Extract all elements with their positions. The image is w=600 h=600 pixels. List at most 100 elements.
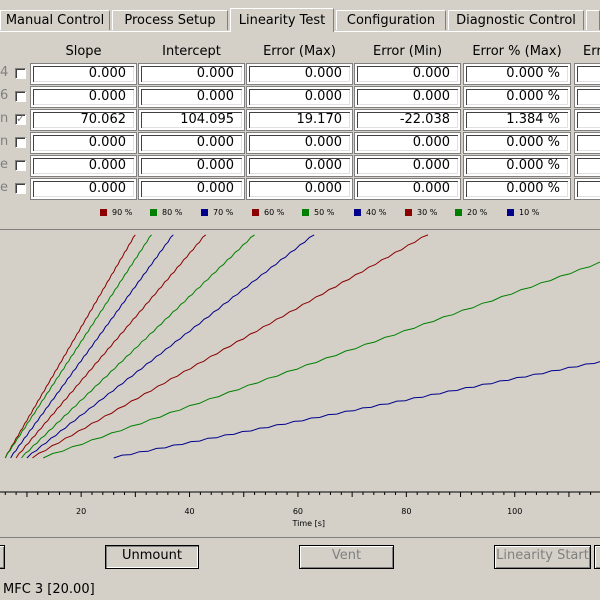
legend-swatch [252,209,259,216]
cell-intercept[interactable]: 0.000 [139,64,244,84]
cell-slope[interactable]: 0.000 [31,179,136,199]
cell-intercept[interactable]: 0.000 [139,179,244,199]
row-checkbox[interactable] [15,91,26,102]
cell-error-pct-min[interactable] [575,64,600,84]
legend-label: 20 % [467,208,488,217]
legend-label: 90 % [112,208,133,217]
x-tick-label: 80 [401,507,411,516]
cell-error-max[interactable]: 0.000 [247,87,352,107]
row-label: 4 [0,65,8,80]
cell-error-pct-max[interactable]: 0.000 % [464,64,570,84]
legend-swatch [354,209,361,216]
cell-error-max[interactable]: 0.000 [247,64,352,84]
row-label: e [0,157,8,172]
cell-error-min[interactable]: 0.000 [355,133,460,153]
vent-button[interactable]: Vent [299,545,394,569]
tab-linearity-test[interactable]: Linearity Test [230,8,334,32]
row-checkbox[interactable] [15,68,26,79]
cell-error-pct-min[interactable] [575,110,600,130]
cell-slope[interactable]: 0.000 [31,64,136,84]
cell-error-pct-min[interactable] [575,179,600,199]
legend-label: 80 % [162,208,183,217]
series-line [42,261,600,459]
row-checkbox[interactable] [15,183,26,194]
header-error-pct-min: Erro [583,44,600,59]
legend-label: 10 % [519,208,540,217]
linearity-start-button[interactable]: Linearity Start [494,545,591,569]
row-label: 6 [0,88,8,103]
series-line [26,234,315,459]
cell-error-max[interactable]: 0.000 [247,179,352,199]
legend-swatch [405,209,412,216]
legend-item: 70 % [201,208,233,218]
row-checkbox[interactable] [15,160,26,171]
chart-svg: 20 40 60 80 100 Time [s] [0,234,600,528]
cell-error-max[interactable]: 0.000 [247,133,352,153]
cell-intercept[interactable]: 104.095 [139,110,244,130]
cell-slope[interactable]: 70.062 [31,110,136,130]
series-line [32,234,429,459]
cell-error-min[interactable]: 0.000 [355,64,460,84]
cell-error-pct-max[interactable]: 0.000 % [464,87,570,107]
x-axis-label: Time [s] [292,519,326,528]
legend-label: 60 % [264,208,285,217]
cell-error-max[interactable]: 19.170 [247,110,352,130]
legend-label: 30 % [417,208,438,217]
legend-swatch [150,209,157,216]
chart-legend: 90 % 80 % 70 % 60 % 50 % 40 % 30 % 20 % 10 % [0,208,600,220]
legend-label: 70 % [213,208,234,217]
cell-error-min[interactable]: 0.000 [355,179,460,199]
legend-swatch [302,209,309,216]
series-line [21,234,255,459]
cell-error-pct-max[interactable]: 1.384 % [464,110,570,130]
tab-overflow[interactable] [586,10,600,30]
row-label: n [0,134,8,149]
row-label: e [0,180,8,195]
button-separator [0,537,600,538]
row-checkbox[interactable] [15,112,26,125]
cell-slope[interactable]: 0.000 [31,87,136,107]
linearity-chart: 20 40 60 80 100 Time [s] [0,229,600,528]
legend-item: 50 % [302,208,334,218]
legend-item: 30 % [405,208,437,218]
cell-slope[interactable]: 0.000 [31,156,136,176]
left-partial-button[interactable] [0,545,5,569]
tab-diagnostic-control[interactable]: Diagnostic Control [448,10,584,30]
legend-swatch [100,209,107,216]
cell-error-min[interactable]: 0.000 [355,87,460,107]
legend-swatch [201,209,208,216]
tab-configuration[interactable]: Configuration [336,10,446,30]
series-line [4,234,136,459]
cell-error-pct-max[interactable]: 0.000 % [464,156,570,176]
x-tick-label: 60 [293,507,303,516]
cell-slope[interactable]: 0.000 [31,133,136,153]
series-line [10,234,174,459]
cell-error-pct-min[interactable] [575,133,600,153]
header-error-min: Error (Min) [372,44,443,59]
legend-item: 20 % [455,208,487,218]
series-line [113,361,600,459]
header-slope: Slope [65,44,102,59]
cell-error-pct-min[interactable] [575,87,600,107]
x-tick-label: 100 [507,507,522,516]
cell-intercept[interactable]: 0.000 [139,156,244,176]
cell-error-pct-min[interactable] [575,156,600,176]
legend-item: 40 % [354,208,386,218]
cell-error-max[interactable]: 0.000 [247,156,352,176]
tab-process-setup[interactable]: Process Setup [112,10,228,30]
cell-intercept[interactable]: 0.000 [139,87,244,107]
cell-error-pct-max[interactable]: 0.000 % [464,133,570,153]
row-checkbox[interactable] [15,137,26,148]
unmount-button[interactable]: Unmount [105,545,199,569]
cell-intercept[interactable]: 0.000 [139,133,244,153]
legend-item: 10 % [507,208,539,218]
right-partial-button[interactable] [594,545,600,569]
tab-manual-control[interactable]: Manual Control [0,10,110,30]
tab-bar: Manual Control Process Setup Linearity T… [0,0,600,32]
legend-item: 60 % [252,208,284,218]
cell-error-min[interactable]: -22.038 [355,110,460,130]
header-error-max: Error (Max) [263,44,336,59]
legend-swatch [455,209,462,216]
cell-error-min[interactable]: 0.000 [355,156,460,176]
cell-error-pct-max[interactable]: 0.000 % [464,179,570,199]
